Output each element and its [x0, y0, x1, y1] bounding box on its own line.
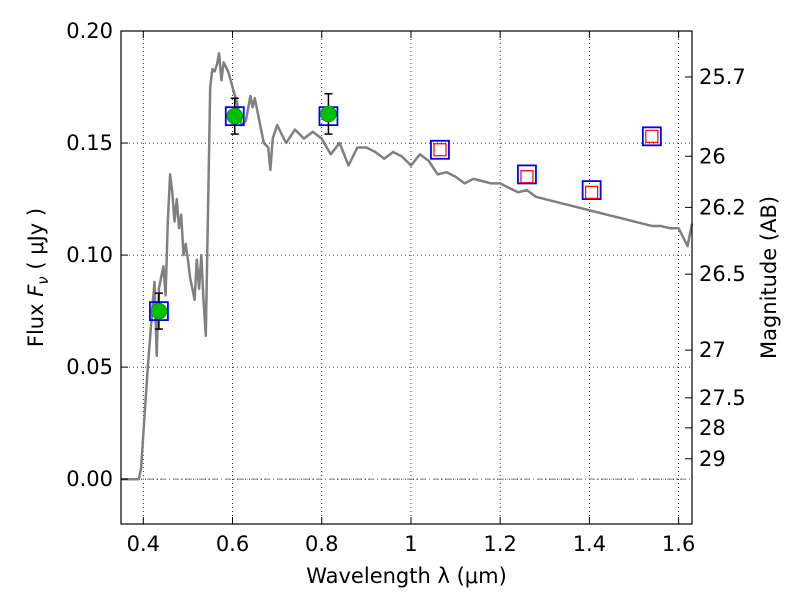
- model-photometry-box: [517, 164, 537, 185]
- observed-photometry-point: [150, 302, 168, 320]
- plot-frame: [120, 30, 693, 525]
- observed-photometry-point: [320, 105, 337, 123]
- x-axis-label: Wavelength λ (μm): [306, 564, 507, 588]
- y-axis-label: Flux Fν ( μJy ): [24, 208, 52, 347]
- x-tick-label: 0.8: [305, 532, 338, 556]
- upper-limit-box: [433, 143, 447, 157]
- y2-tick-label: 28: [699, 416, 726, 440]
- y2-tick-label: 26: [699, 144, 726, 168]
- model-photometry-box: [430, 139, 450, 160]
- x-tick-label: 1: [404, 532, 417, 556]
- model-sed-layer: [121, 52, 694, 481]
- model-sed-line: [121, 52, 694, 481]
- model-photometry-box: [641, 126, 662, 147]
- y2-tick-label: 27.5: [699, 386, 746, 410]
- y-tick-label: 0.00: [66, 467, 113, 491]
- y-tick-label: 0.20: [66, 19, 113, 43]
- x-tick-label: 1.6: [662, 532, 695, 556]
- photometry-layer: [149, 92, 662, 330]
- x-tick-label: 1.4: [573, 532, 606, 556]
- y-tick-label: 0.10: [66, 243, 113, 267]
- y2-axis-label: Magnitude (AB): [757, 196, 781, 359]
- x-tick-label: 0.4: [127, 532, 160, 556]
- y2-tick-label: 26.2: [699, 195, 746, 219]
- y2-tick-label: 26.5: [699, 262, 746, 286]
- model-photometry-box: [581, 180, 602, 201]
- observed-photometry-point: [226, 107, 244, 125]
- tick-layer: 0.4 0.6 0.8 1 1.2 1.4 1.6 0.00 0.05 0.10 0.15 0.20 2…: [66, 19, 746, 556]
- x-tick-label: 0.6: [216, 532, 249, 556]
- y2-tick-label: 29: [699, 447, 726, 471]
- upper-limit-box: [645, 129, 659, 143]
- y-tick-label: 0.15: [66, 131, 113, 155]
- x-tick-label: 1.2: [483, 532, 516, 556]
- y2-tick-label: 25.7: [699, 65, 746, 89]
- upper-limit-box: [585, 185, 599, 199]
- y-tick-label: 0.05: [66, 355, 113, 379]
- upper-limit-box: [520, 170, 534, 184]
- y2-tick-label: 27: [699, 338, 726, 362]
